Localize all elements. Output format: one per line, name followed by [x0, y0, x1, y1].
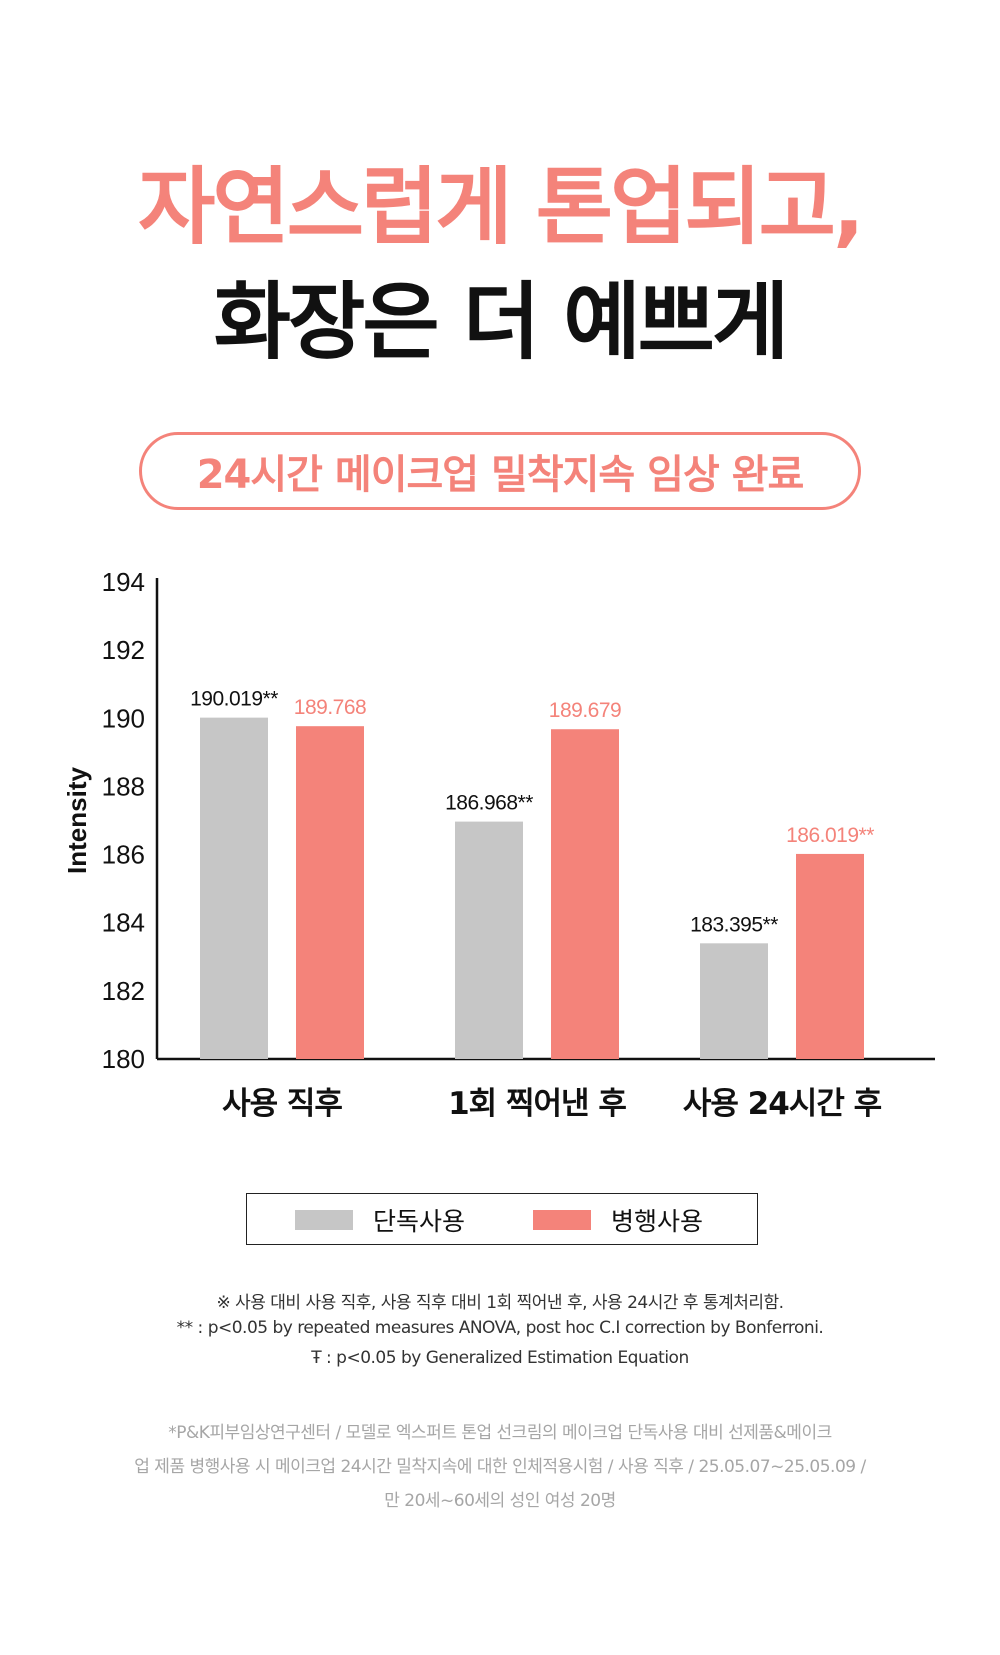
x-category-label: 사용 직후: [222, 1086, 342, 1122]
y-tick-label: 180: [102, 1044, 145, 1074]
note-line-1: ※ 사용 대비 사용 직후, 사용 직후 대비 1회 찍어낸 후, 사용 24시…: [216, 1293, 784, 1313]
headline-line-2: 화장은 더 예쁘게: [213, 273, 789, 371]
y-tick-label: 184: [102, 908, 145, 938]
legend-item-single: 단독사용: [295, 1194, 465, 1246]
bar-value-label: 189.768: [294, 696, 366, 719]
x-category-label: 사용 24시간 후: [683, 1086, 882, 1122]
y-tick-label: 188: [102, 771, 145, 801]
note-line-2: ** : p<0.05 by repeated measures ANOVA, …: [176, 1318, 824, 1338]
bar-combined-use: [551, 729, 619, 1059]
source-line-3: 만 20세~60세의 성인 여성 20명: [384, 1491, 616, 1511]
y-tick-label: 194: [102, 567, 145, 597]
intensity-bar-chart: 180 182 184 186 188 190 192 194 Intensity 190.019…: [62, 567, 935, 1122]
bar-single-use: [200, 717, 268, 1059]
bar-single-use: [455, 821, 523, 1059]
legend-item-combined: 병행사용: [533, 1194, 703, 1246]
bar-value-label: 183.395**: [690, 913, 778, 936]
bar-combined-use: [796, 853, 864, 1059]
bar-value-label: 190.019**: [190, 688, 278, 711]
source-line-1: *P&K피부임상연구센터 / 모델로 엑스퍼트 톤업 선크림의 메이크업 단독사…: [168, 1423, 832, 1443]
note-line-3: Ŧ : p<0.05 by Generalized Estimation Equ…: [311, 1348, 689, 1368]
chart-legend: 단독사용 병행사용: [246, 1193, 758, 1245]
bar-combined-use: [296, 726, 364, 1059]
legend-swatch-coral: [533, 1210, 591, 1230]
y-tick-label: 182: [102, 976, 145, 1006]
headline-line-1: 자연스럽게 톤업되고,: [138, 158, 865, 256]
legend-label-single: 단독사용: [373, 1207, 466, 1236]
y-tick-label: 190: [102, 703, 145, 733]
clinical-badge: 24시간 메이크업 밀착지속 임상 완료: [139, 432, 861, 510]
bar-value-label: 186.019**: [786, 824, 874, 847]
bar-single-use: [700, 943, 768, 1059]
y-tick-label: 186: [102, 840, 145, 870]
clinical-badge-label: 24시간 메이크업 밀착지속 임상 완료: [196, 452, 805, 498]
source-line-2: 업 제품 병행사용 시 메이크업 24시간 밀착지속에 대한 인체적용시험 / …: [134, 1457, 866, 1477]
y-tick-label: 192: [102, 635, 145, 665]
x-category-label: 1회 찍어낸 후: [448, 1086, 626, 1122]
legend-swatch-gray: [295, 1210, 353, 1230]
y-axis-title: Intensity: [62, 767, 92, 874]
bar-value-label: 189.679: [549, 699, 621, 722]
bar-value-label: 186.968**: [445, 792, 533, 815]
legend-label-combined: 병행사용: [611, 1207, 704, 1236]
